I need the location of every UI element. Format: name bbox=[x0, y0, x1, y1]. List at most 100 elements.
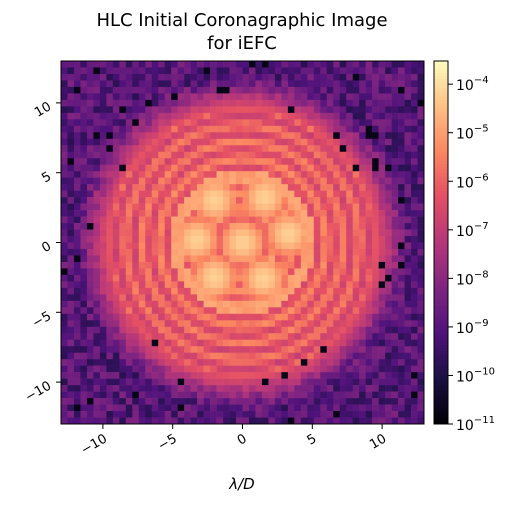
heatmap-cell bbox=[313, 248, 321, 256]
heatmap-cell bbox=[93, 67, 101, 75]
heatmap-cell bbox=[73, 287, 81, 295]
heatmap-cell bbox=[385, 294, 392, 302]
heatmap-cell bbox=[73, 99, 81, 107]
heatmap-cell bbox=[197, 242, 204, 250]
heatmap-cell bbox=[61, 216, 68, 224]
heatmap-cell bbox=[385, 417, 392, 425]
heatmap-cell bbox=[255, 197, 263, 204]
heatmap-cell bbox=[151, 106, 159, 114]
colorbar-segment bbox=[434, 284, 448, 289]
heatmap-cell bbox=[73, 223, 81, 230]
heatmap-cell bbox=[294, 61, 302, 68]
heatmap-cell bbox=[190, 281, 198, 289]
heatmap-cell bbox=[86, 86, 94, 94]
heatmap-cell bbox=[300, 346, 308, 353]
heatmap-cell bbox=[119, 73, 127, 81]
heatmap-cell bbox=[248, 190, 256, 198]
heatmap-cell bbox=[287, 339, 295, 347]
heatmap-cell bbox=[359, 365, 366, 373]
heatmap-cell bbox=[307, 61, 315, 68]
heatmap-cell bbox=[261, 223, 269, 230]
heatmap-cell bbox=[313, 268, 321, 276]
heatmap-cell bbox=[281, 164, 289, 172]
heatmap-cell bbox=[281, 67, 289, 75]
heatmap-cell bbox=[112, 274, 120, 282]
heatmap-cell bbox=[287, 106, 295, 114]
heatmap-cell bbox=[378, 171, 386, 178]
heatmap-cell bbox=[164, 417, 172, 425]
heatmap-cell bbox=[61, 300, 68, 308]
heatmap-cell bbox=[365, 294, 373, 302]
heatmap-cell bbox=[391, 197, 399, 204]
colorbar-segment bbox=[434, 366, 448, 370]
heatmap-cell bbox=[372, 398, 379, 405]
heatmap-cell bbox=[229, 300, 237, 308]
heatmap-cell bbox=[119, 255, 127, 263]
heatmap-cell bbox=[378, 164, 386, 172]
heatmap-cell bbox=[164, 61, 172, 68]
heatmap-cell bbox=[339, 119, 347, 127]
heatmap-cell bbox=[112, 404, 120, 412]
colorbar-segment bbox=[434, 115, 448, 119]
heatmap-cell bbox=[67, 326, 75, 334]
heatmap-cell bbox=[61, 151, 68, 159]
heatmap-cell bbox=[73, 339, 81, 347]
heatmap-cell bbox=[307, 417, 315, 425]
heatmap-cell bbox=[138, 106, 146, 114]
heatmap-cell bbox=[229, 177, 237, 185]
heatmap-cell bbox=[151, 346, 159, 353]
heatmap-cell bbox=[138, 171, 146, 178]
heatmap-cell bbox=[158, 119, 166, 127]
heatmap-cell bbox=[119, 365, 127, 373]
heatmap-cell bbox=[197, 132, 204, 140]
heatmap-cell bbox=[177, 242, 185, 250]
heatmap-cell bbox=[216, 346, 224, 353]
heatmap-cell bbox=[411, 326, 418, 334]
heatmap-cell bbox=[287, 158, 295, 166]
heatmap-cell bbox=[164, 320, 172, 328]
heatmap-cell bbox=[365, 268, 373, 276]
heatmap-cell bbox=[151, 333, 159, 341]
heatmap-cell bbox=[255, 229, 263, 237]
heatmap-cell bbox=[190, 404, 198, 412]
heatmap-cell bbox=[112, 177, 120, 185]
heatmap-cell bbox=[294, 93, 302, 101]
heatmap-cell bbox=[210, 190, 217, 198]
heatmap-cell bbox=[236, 300, 243, 308]
heatmap-cell bbox=[294, 236, 302, 243]
heatmap-cell bbox=[73, 164, 81, 172]
heatmap-cell bbox=[99, 339, 107, 347]
colorbar-segment bbox=[434, 318, 448, 322]
heatmap-cell bbox=[203, 80, 211, 88]
heatmap-cell bbox=[177, 106, 185, 114]
heatmap-cell bbox=[229, 372, 237, 379]
colorbar-segment bbox=[434, 363, 448, 367]
heatmap-cell bbox=[138, 151, 146, 159]
heatmap-cell bbox=[151, 411, 159, 418]
heatmap-cell bbox=[158, 391, 166, 399]
heatmap-cell bbox=[411, 61, 418, 68]
heatmap-cell bbox=[294, 210, 302, 217]
heatmap-cell bbox=[385, 391, 392, 399]
colorbar-tick-label: 10−8 bbox=[456, 269, 489, 288]
colorbar-segment bbox=[434, 224, 448, 228]
heatmap-cell bbox=[177, 203, 185, 211]
heatmap-cell bbox=[268, 417, 276, 425]
heatmap-cell bbox=[268, 216, 276, 224]
heatmap-cell bbox=[119, 125, 127, 133]
heatmap-cell bbox=[223, 67, 230, 75]
heatmap-cell bbox=[99, 177, 107, 185]
heatmap-cell bbox=[158, 177, 166, 185]
heatmap-cell bbox=[313, 352, 321, 360]
heatmap-cell bbox=[391, 177, 399, 185]
colorbar-segment bbox=[434, 405, 448, 410]
heatmap-cell bbox=[352, 268, 360, 276]
heatmap-cell bbox=[132, 404, 140, 412]
heatmap-cell bbox=[313, 203, 321, 211]
heatmap-cell bbox=[184, 223, 191, 230]
heatmap-cell bbox=[99, 229, 107, 237]
heatmap-cell bbox=[184, 307, 191, 315]
heatmap-cell bbox=[210, 352, 217, 360]
heatmap-cell bbox=[203, 268, 211, 276]
heatmap-cell bbox=[132, 365, 140, 373]
